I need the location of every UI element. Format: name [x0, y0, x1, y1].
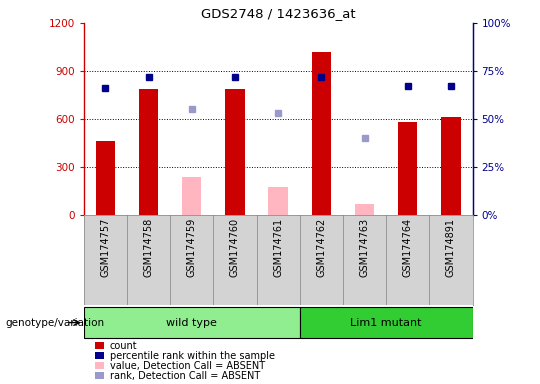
Text: GSM174758: GSM174758 [144, 218, 153, 277]
Text: GSM174761: GSM174761 [273, 218, 283, 277]
Text: count: count [110, 341, 137, 351]
Text: GSM174757: GSM174757 [100, 218, 110, 277]
Bar [139, 89, 158, 215]
Text: GSM174763: GSM174763 [360, 218, 369, 277]
Text: GSM174891: GSM174891 [446, 218, 456, 277]
Text: rank, Detection Call = ABSENT: rank, Detection Call = ABSENT [110, 371, 260, 381]
Bar [96, 141, 115, 215]
Bar [225, 89, 245, 215]
Text: GSM174759: GSM174759 [187, 218, 197, 277]
Bar [268, 187, 288, 215]
Text: GSM174764: GSM174764 [403, 218, 413, 277]
Text: genotype/variation: genotype/variation [5, 318, 105, 328]
Bar [441, 118, 461, 215]
Title: GDS2748 / 1423636_at: GDS2748 / 1423636_at [201, 7, 355, 20]
Text: GSM174762: GSM174762 [316, 218, 326, 277]
Bar [84, 307, 300, 338]
Text: Lim1 mutant: Lim1 mutant [350, 318, 422, 328]
Bar [300, 307, 472, 338]
Text: wild type: wild type [166, 318, 217, 328]
Bar [355, 204, 374, 215]
Text: percentile rank within the sample: percentile rank within the sample [110, 351, 275, 361]
Text: GSM174760: GSM174760 [230, 218, 240, 277]
Bar [182, 177, 201, 215]
Bar [398, 122, 417, 215]
Bar [312, 52, 331, 215]
Text: value, Detection Call = ABSENT: value, Detection Call = ABSENT [110, 361, 265, 371]
